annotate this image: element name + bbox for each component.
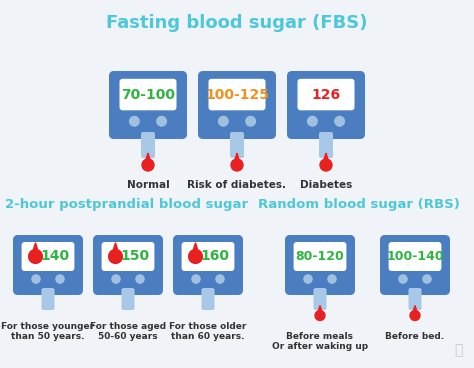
- FancyBboxPatch shape: [293, 242, 346, 271]
- FancyBboxPatch shape: [101, 242, 155, 271]
- Polygon shape: [191, 243, 199, 255]
- Text: 100-125: 100-125: [205, 88, 269, 102]
- FancyBboxPatch shape: [409, 288, 421, 310]
- FancyBboxPatch shape: [173, 235, 243, 295]
- Text: For those older
than 60 years.: For those older than 60 years.: [169, 322, 246, 342]
- FancyBboxPatch shape: [201, 288, 215, 310]
- Polygon shape: [234, 153, 240, 164]
- Polygon shape: [32, 243, 39, 255]
- Circle shape: [135, 274, 145, 284]
- FancyBboxPatch shape: [141, 132, 155, 158]
- Circle shape: [111, 274, 121, 284]
- Circle shape: [334, 116, 345, 127]
- FancyBboxPatch shape: [230, 132, 244, 158]
- FancyBboxPatch shape: [119, 79, 176, 110]
- Circle shape: [327, 274, 337, 284]
- Circle shape: [189, 250, 202, 263]
- Circle shape: [28, 250, 42, 263]
- FancyBboxPatch shape: [42, 288, 55, 310]
- FancyBboxPatch shape: [13, 235, 83, 295]
- Circle shape: [215, 274, 225, 284]
- FancyBboxPatch shape: [298, 79, 355, 110]
- Polygon shape: [145, 153, 151, 164]
- Circle shape: [398, 274, 408, 284]
- Circle shape: [31, 274, 41, 284]
- Text: 2-hour postprandial blood sugar: 2-hour postprandial blood sugar: [5, 198, 248, 211]
- Text: ✋: ✋: [454, 343, 462, 357]
- Circle shape: [231, 159, 243, 171]
- Polygon shape: [323, 153, 329, 164]
- Circle shape: [129, 116, 140, 127]
- Circle shape: [245, 116, 256, 127]
- Text: 140: 140: [40, 250, 70, 263]
- Text: 80-120: 80-120: [296, 250, 345, 263]
- FancyBboxPatch shape: [109, 71, 187, 139]
- Text: 150: 150: [120, 250, 149, 263]
- Text: Random blood sugar (RBS): Random blood sugar (RBS): [258, 198, 460, 211]
- FancyBboxPatch shape: [22, 242, 74, 271]
- FancyBboxPatch shape: [93, 235, 163, 295]
- FancyBboxPatch shape: [313, 288, 327, 310]
- Circle shape: [142, 159, 154, 171]
- FancyBboxPatch shape: [198, 71, 276, 139]
- Text: Fasting blood sugar (FBS): Fasting blood sugar (FBS): [106, 14, 368, 32]
- Text: For those aged
50-60 years: For those aged 50-60 years: [90, 322, 166, 342]
- Text: 126: 126: [311, 88, 340, 102]
- Polygon shape: [112, 243, 119, 255]
- Circle shape: [109, 250, 122, 263]
- Text: Before bed.: Before bed.: [385, 332, 445, 341]
- Polygon shape: [317, 305, 323, 315]
- Circle shape: [307, 116, 318, 127]
- FancyBboxPatch shape: [209, 79, 265, 110]
- Circle shape: [303, 274, 313, 284]
- Text: 70-100: 70-100: [121, 88, 175, 102]
- FancyBboxPatch shape: [285, 235, 355, 295]
- FancyBboxPatch shape: [319, 132, 333, 158]
- Circle shape: [315, 311, 325, 321]
- Circle shape: [55, 274, 65, 284]
- FancyBboxPatch shape: [121, 288, 135, 310]
- Circle shape: [191, 274, 201, 284]
- Text: Before meals
Or after waking up: Before meals Or after waking up: [272, 332, 368, 351]
- Text: Normal: Normal: [127, 180, 169, 190]
- Text: Diabetes: Diabetes: [300, 180, 352, 190]
- FancyBboxPatch shape: [389, 242, 441, 271]
- Circle shape: [422, 274, 432, 284]
- Text: 100-140: 100-140: [386, 250, 444, 263]
- Polygon shape: [412, 305, 418, 315]
- Text: Risk of diabetes.: Risk of diabetes.: [188, 180, 286, 190]
- Text: For those younger
than 50 years.: For those younger than 50 years.: [1, 322, 94, 342]
- Text: 160: 160: [201, 250, 229, 263]
- Circle shape: [218, 116, 229, 127]
- Circle shape: [410, 311, 420, 321]
- Circle shape: [156, 116, 167, 127]
- FancyBboxPatch shape: [182, 242, 235, 271]
- FancyBboxPatch shape: [287, 71, 365, 139]
- Circle shape: [320, 159, 332, 171]
- FancyBboxPatch shape: [380, 235, 450, 295]
